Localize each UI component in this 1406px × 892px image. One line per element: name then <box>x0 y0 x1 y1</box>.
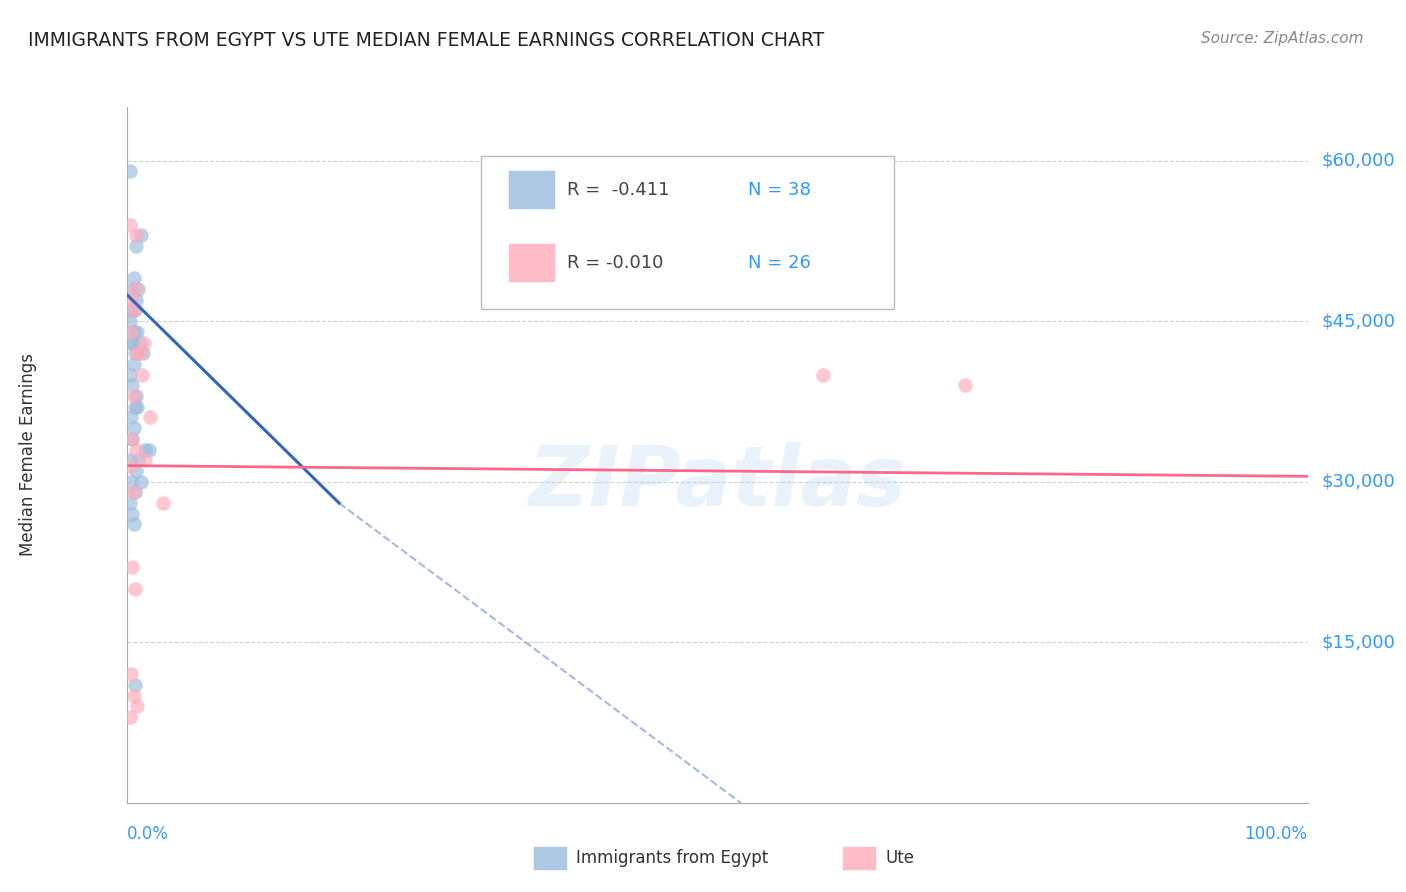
Point <box>131 368 153 382</box>
Point <box>124 282 146 296</box>
Point <box>124 303 146 318</box>
Text: R = -0.010: R = -0.010 <box>567 253 664 272</box>
Point <box>127 400 149 414</box>
Point <box>127 325 149 339</box>
FancyBboxPatch shape <box>508 170 555 210</box>
Point <box>122 303 145 318</box>
Point <box>122 271 145 285</box>
Point <box>121 507 143 521</box>
Point <box>128 346 150 360</box>
Point <box>122 689 145 703</box>
Text: N = 26: N = 26 <box>748 253 811 272</box>
Point <box>120 164 142 178</box>
Text: $15,000: $15,000 <box>1322 633 1396 651</box>
Text: IMMIGRANTS FROM EGYPT VS UTE MEDIAN FEMALE EARNINGS CORRELATION CHART: IMMIGRANTS FROM EGYPT VS UTE MEDIAN FEMA… <box>28 31 824 50</box>
Point <box>121 378 143 392</box>
Point <box>127 453 149 467</box>
Point <box>125 464 148 478</box>
Point <box>132 346 155 360</box>
Point <box>813 368 835 382</box>
Point <box>127 282 149 296</box>
Point <box>128 335 150 350</box>
Point <box>120 368 142 382</box>
Point <box>122 389 145 403</box>
Point <box>134 442 156 457</box>
Point <box>129 475 152 489</box>
Point <box>120 496 142 510</box>
Point <box>120 453 142 467</box>
Point <box>121 432 143 446</box>
Point <box>122 421 145 435</box>
Text: $45,000: $45,000 <box>1322 312 1396 330</box>
Point <box>121 335 143 350</box>
Point <box>120 314 142 328</box>
Text: 0.0%: 0.0% <box>127 825 169 843</box>
Point <box>139 410 162 425</box>
Point <box>125 442 148 457</box>
Point <box>124 678 146 692</box>
Point <box>124 346 146 360</box>
Point <box>120 335 142 350</box>
Text: N = 38: N = 38 <box>748 181 811 199</box>
Point <box>120 325 142 339</box>
Point <box>152 496 174 510</box>
Point <box>129 228 152 243</box>
Point <box>120 218 142 232</box>
FancyBboxPatch shape <box>508 243 555 283</box>
Point <box>120 458 142 473</box>
Point <box>121 282 143 296</box>
Text: Ute: Ute <box>886 849 915 867</box>
Point <box>122 485 145 500</box>
Point <box>125 389 148 403</box>
Text: $60,000: $60,000 <box>1322 152 1395 169</box>
Point <box>124 582 146 596</box>
Text: Source: ZipAtlas.com: Source: ZipAtlas.com <box>1201 31 1364 46</box>
FancyBboxPatch shape <box>481 156 894 309</box>
Point <box>121 293 143 307</box>
Text: 100.0%: 100.0% <box>1244 825 1308 843</box>
Point <box>120 475 142 489</box>
Text: Median Female Earnings: Median Female Earnings <box>20 353 37 557</box>
Point <box>134 335 156 350</box>
Point <box>125 228 148 243</box>
Point <box>120 410 142 425</box>
Point <box>124 400 146 414</box>
Text: Immigrants from Egypt: Immigrants from Egypt <box>576 849 769 867</box>
Point <box>120 667 142 681</box>
Point <box>120 710 142 724</box>
Point <box>127 699 149 714</box>
Point <box>125 293 148 307</box>
Point <box>121 432 143 446</box>
Point <box>127 346 149 360</box>
Point <box>122 517 145 532</box>
Text: ZIPatlas: ZIPatlas <box>529 442 905 524</box>
Point <box>953 378 976 392</box>
Point <box>134 453 156 467</box>
Point <box>121 560 143 574</box>
Text: $30,000: $30,000 <box>1322 473 1395 491</box>
Point <box>122 325 145 339</box>
Text: R =  -0.411: R = -0.411 <box>567 181 669 199</box>
Point <box>122 357 145 371</box>
Point <box>138 442 160 457</box>
Point <box>124 485 146 500</box>
Point <box>120 303 142 318</box>
Point <box>125 239 148 253</box>
